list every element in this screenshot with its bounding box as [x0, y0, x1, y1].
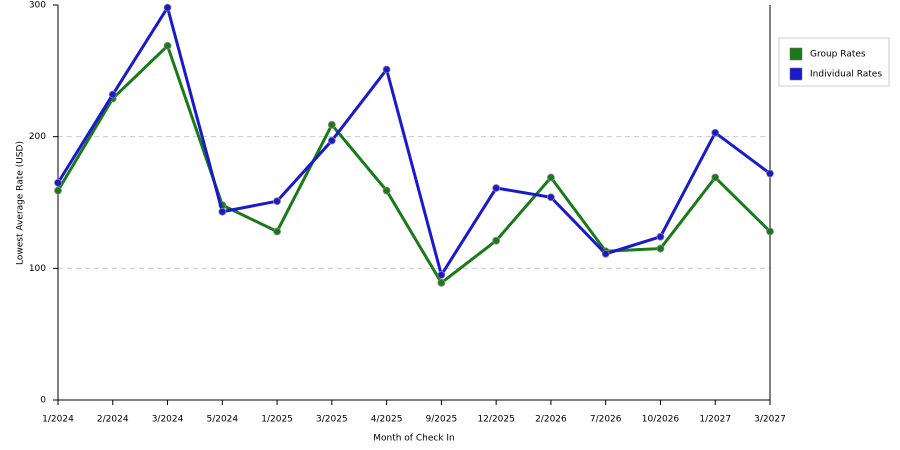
- x-tick-label: 10/2026: [642, 415, 680, 425]
- y-tick-label: 0: [40, 396, 46, 406]
- data-point: [437, 278, 446, 287]
- x-tick-label: 3/2027: [754, 415, 786, 425]
- y-axis-label: Lowest Average Rate (USD): [16, 141, 26, 265]
- data-point: [656, 232, 665, 241]
- data-point: [327, 136, 336, 145]
- x-tick-label: 1/2025: [261, 415, 293, 425]
- data-point: [108, 90, 117, 99]
- x-tick-label: 4/2025: [371, 415, 403, 425]
- x-tick-label: 9/2025: [426, 415, 458, 425]
- data-point: [492, 236, 501, 245]
- data-point: [601, 249, 610, 258]
- x-tick-label: 2/2026: [535, 415, 567, 425]
- series-line: [56, 43, 772, 286]
- data-point: [547, 193, 555, 202]
- x-tick-label: 5/2024: [206, 415, 238, 425]
- data-point: [327, 120, 336, 129]
- data-point: [656, 244, 665, 253]
- x-tick-label: 12/2025: [477, 415, 514, 425]
- data-point: [547, 173, 555, 182]
- legend-label: Individual Rates: [810, 70, 882, 80]
- legend-swatch: [789, 67, 803, 81]
- x-tick-label: 2/2024: [97, 415, 129, 425]
- data-point: [273, 227, 281, 236]
- x-tick-label: 3/2024: [152, 415, 184, 425]
- data-point: [437, 271, 446, 279]
- data-point: [766, 169, 774, 178]
- y-tick-label: 300: [29, 1, 46, 11]
- data-point: [54, 178, 62, 187]
- data-point: [766, 227, 774, 236]
- y-tick-label: 100: [29, 264, 46, 274]
- x-tick-label: 1/2027: [699, 415, 731, 425]
- data-point: [54, 186, 62, 195]
- data-point: [382, 186, 391, 195]
- data-point: [163, 3, 172, 12]
- x-axis-label: Month of Check In: [373, 434, 455, 444]
- data-point: [711, 128, 720, 137]
- data-point: [711, 173, 720, 182]
- x-tick-label: 7/2026: [590, 415, 622, 425]
- data-point: [218, 207, 227, 216]
- series-line: [56, 3, 771, 279]
- data-point: [163, 41, 172, 50]
- legend-swatch: [789, 47, 803, 61]
- data-point: [382, 65, 391, 74]
- y-tick-label: 200: [29, 132, 46, 142]
- data-point: [492, 184, 501, 192]
- legend-label: Group Rates: [810, 50, 866, 60]
- x-tick-label: 3/2025: [316, 415, 348, 425]
- data-point: [273, 197, 281, 206]
- x-tick-label: 1/2024: [42, 415, 74, 425]
